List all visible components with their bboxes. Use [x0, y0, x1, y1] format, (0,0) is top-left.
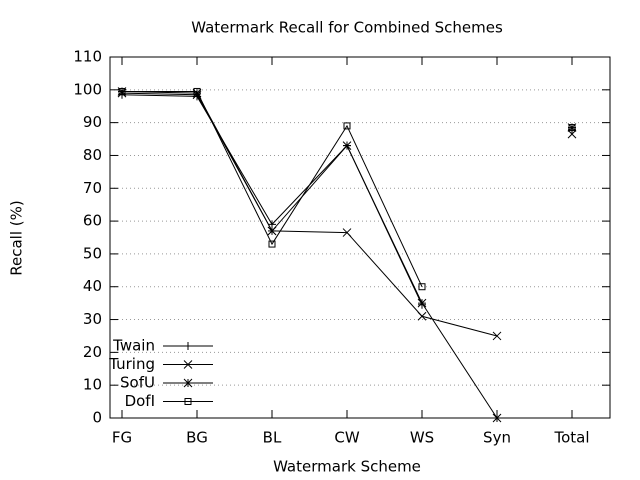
marker-stroke [183, 378, 193, 388]
marker [417, 298, 427, 308]
x-tick-label: CW [334, 429, 359, 447]
marker [417, 311, 427, 321]
y-tick-label: 10 [83, 376, 102, 394]
y-tick-label: 100 [73, 80, 102, 98]
marker [184, 398, 192, 405]
marker-stroke [183, 360, 193, 369]
marker-stroke [492, 413, 502, 423]
marker-stroke [342, 141, 352, 150]
marker [492, 413, 502, 423]
y-tick-label: 0 [92, 409, 102, 427]
x-tick-label: FG [112, 429, 132, 447]
x-tick-label: BG [186, 429, 208, 447]
marker-stroke [568, 124, 576, 132]
y-tick-label: 60 [83, 212, 102, 230]
y-tick-label: 20 [83, 343, 102, 361]
x-tick-label: WS [410, 429, 434, 447]
marker [492, 331, 502, 341]
marker [342, 141, 352, 150]
y-tick-label: 30 [83, 310, 102, 328]
marker-stroke [118, 87, 126, 95]
marker-stroke [342, 228, 352, 237]
x-tick-label: BL [263, 429, 282, 447]
marker [183, 360, 193, 369]
marker-stroke [492, 331, 502, 341]
x-tick-label: Total [553, 429, 589, 447]
marker [183, 378, 193, 388]
marker-stroke [417, 311, 427, 321]
series-line [121, 94, 423, 305]
marker [267, 226, 277, 236]
y-tick-label: 80 [83, 146, 102, 164]
marker [418, 283, 426, 291]
marker-stroke [567, 129, 577, 139]
marker [342, 228, 352, 237]
plot-frame [109, 56, 611, 419]
y-tick-label: 70 [83, 179, 102, 197]
y-tick-label: 50 [83, 244, 102, 262]
legend-label: Turing [108, 355, 155, 373]
x-tick-label: Syn [483, 429, 511, 447]
marker [343, 122, 351, 130]
legend-label: SofU [120, 374, 155, 392]
x-axis-label: Watermark Scheme [273, 458, 421, 476]
marker-stroke [267, 226, 277, 236]
marker-stroke [343, 122, 351, 130]
marker [268, 240, 276, 248]
legend-label: Twain [112, 337, 155, 355]
series-line [121, 92, 498, 337]
series-line [122, 90, 423, 287]
marker [568, 124, 576, 132]
marker-stroke [417, 298, 427, 308]
marker [567, 129, 577, 139]
marker [193, 87, 201, 95]
marker [118, 87, 126, 95]
legend-label: DofI [125, 392, 155, 410]
y-tick-label: 40 [83, 277, 102, 295]
marker-stroke [193, 87, 201, 95]
marker-stroke [184, 398, 192, 405]
series-line [121, 90, 498, 419]
marker [184, 342, 192, 350]
marker-stroke [418, 283, 426, 291]
y-tick-label: 110 [73, 48, 102, 66]
chart-title: Watermark Recall for Combined Schemes [191, 19, 503, 37]
y-axis-label: Recall (%) [8, 200, 26, 275]
y-tick-label: 90 [83, 113, 102, 131]
marker-stroke [268, 240, 276, 248]
